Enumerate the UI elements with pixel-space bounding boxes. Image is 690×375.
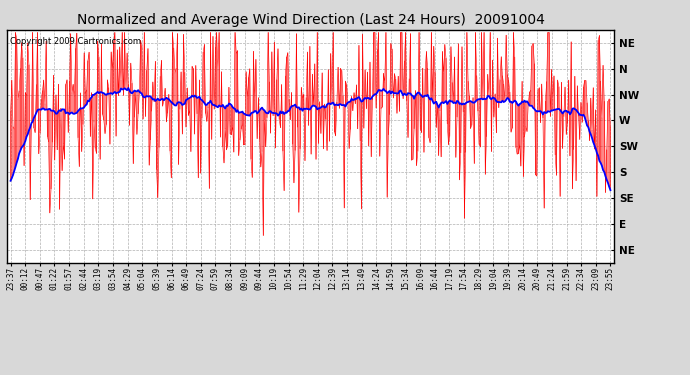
Title: Normalized and Average Wind Direction (Last 24 Hours)  20091004: Normalized and Average Wind Direction (L…	[77, 13, 544, 27]
Text: Copyright 2009 Cartronics.com: Copyright 2009 Cartronics.com	[10, 37, 141, 46]
